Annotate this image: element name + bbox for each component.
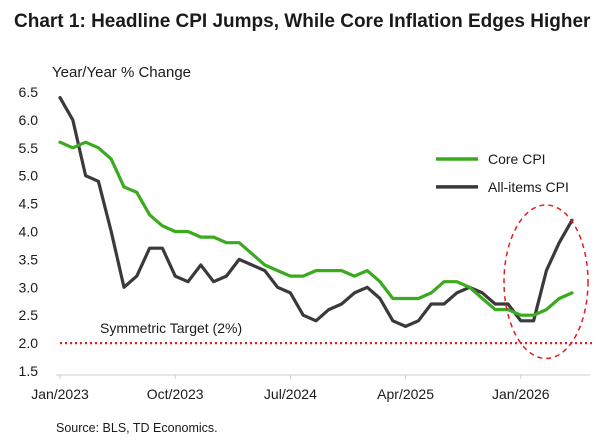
- y-tick-label: 4.0: [19, 224, 39, 240]
- legend: Core CPI All-items CPI: [436, 151, 569, 195]
- symmetric-target-label: Symmetric Target (2%): [100, 320, 242, 336]
- y-tick-label: 1.5: [19, 363, 39, 379]
- series-line-core-cpi: [58, 140, 574, 317]
- y-tick-labels: 1.5 2.0 2.5 3.0 3.5 4.0 4.5 5.0 5.5 6.0 6.5: [19, 84, 39, 379]
- series-line-all-items-cpi: [58, 95, 574, 328]
- source-note: Source: BLS, TD Economics.: [56, 421, 218, 435]
- chart-title: Chart 1: Headline CPI Jumps, While Core …: [14, 11, 591, 32]
- y-tick-label: 4.5: [19, 196, 39, 212]
- series-lines: [58, 95, 574, 328]
- y-tick-label: 6.5: [19, 84, 39, 100]
- legend-label-core-cpi: Core CPI: [488, 151, 546, 167]
- x-tick-labels: Jan/2023 Oct/2023 Jul/2024 Apr/2025 Jan/2026: [31, 386, 550, 402]
- y-tick-label: 3.5: [19, 251, 39, 267]
- y-tick-label: 3.0: [19, 279, 39, 295]
- legend-label-all-items-cpi: All-items CPI: [488, 179, 569, 195]
- y-tick-label: 2.0: [19, 335, 39, 351]
- y-tick-label: 6.0: [19, 112, 39, 128]
- y-tick-label: 5.0: [19, 168, 39, 184]
- x-tick-label: Apr/2025: [377, 386, 434, 402]
- y-tick-label: 5.5: [19, 140, 39, 156]
- x-tick-label: Jan/2023: [31, 386, 89, 402]
- x-tick-marks: [59, 375, 522, 379]
- x-tick-label: Jul/2024: [264, 386, 317, 402]
- y-axis-label: Year/Year % Change: [52, 64, 191, 81]
- y-tick-label: 2.5: [19, 307, 39, 323]
- x-tick-label: Oct/2023: [147, 386, 204, 402]
- x-tick-label: Jan/2026: [492, 386, 550, 402]
- highlight-ellipse: [503, 204, 589, 360]
